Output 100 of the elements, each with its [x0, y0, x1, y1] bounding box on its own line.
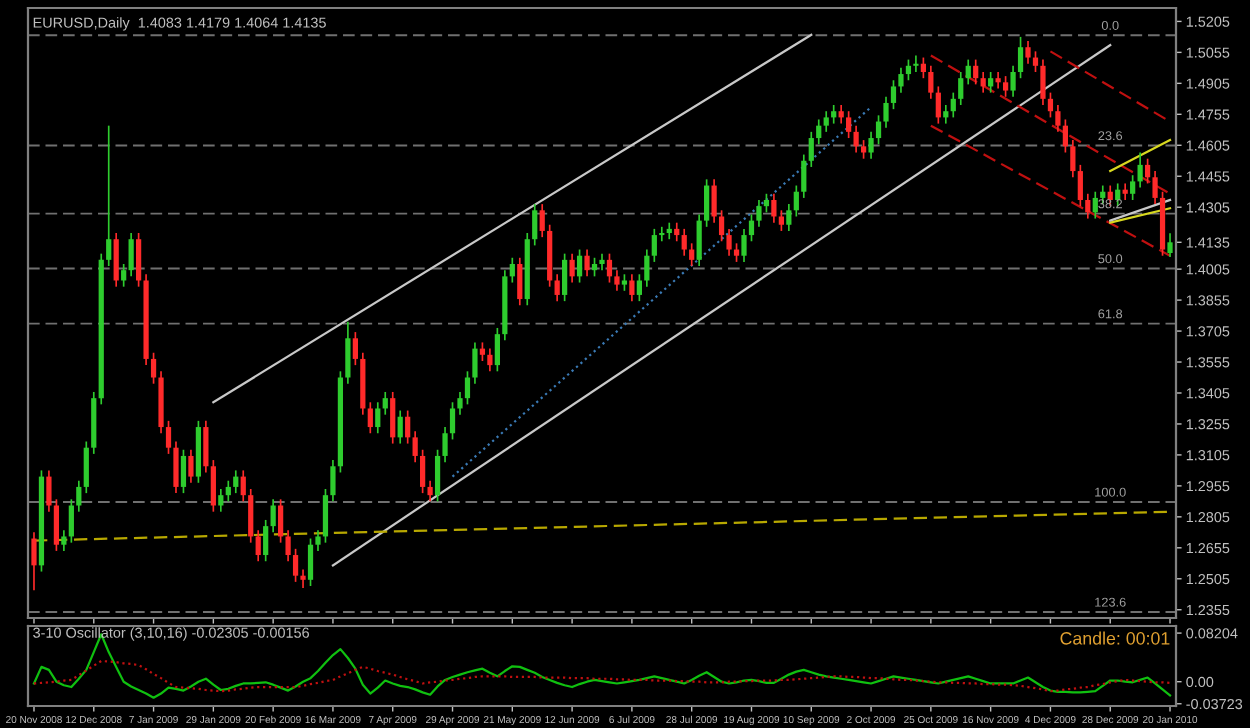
candlestick	[218, 488, 224, 513]
candlestick	[853, 124, 859, 154]
candlestick	[68, 498, 74, 544]
annotation: Candle: 00:01	[1060, 631, 1170, 645]
candlestick	[823, 110, 829, 133]
candlestick	[375, 401, 381, 435]
candlestick	[1032, 50, 1039, 73]
candlestick	[188, 448, 194, 484]
candlestick	[980, 71, 986, 94]
candlestick	[808, 131, 814, 168]
candlestick	[890, 79, 897, 110]
candlestick	[322, 488, 329, 544]
candlestick	[756, 199, 762, 228]
candlestick	[1002, 75, 1009, 98]
candlestick	[106, 124, 112, 267]
candlestick	[554, 273, 560, 302]
candlestick	[1010, 64, 1016, 98]
candlestick	[973, 58, 979, 86]
candlestick	[472, 341, 478, 385]
candlestick	[868, 131, 874, 160]
candlestick	[382, 391, 388, 416]
candlestick	[1077, 164, 1083, 208]
candlestick	[517, 256, 523, 307]
candlestick	[704, 178, 710, 228]
candlestick	[898, 67, 904, 94]
candlestick	[449, 401, 456, 441]
candlestick	[988, 71, 994, 94]
candlestick	[718, 209, 725, 243]
candlestick	[1062, 118, 1068, 154]
candlestick	[487, 347, 493, 373]
candlestick	[113, 232, 119, 288]
candlestick	[816, 118, 822, 146]
candlestick	[412, 430, 418, 463]
candlestick	[509, 256, 515, 284]
candlestick	[1092, 190, 1098, 220]
candlestick	[1040, 58, 1046, 106]
candlestick	[128, 232, 134, 278]
candlestick	[928, 64, 934, 100]
candlestick	[479, 341, 486, 362]
candlestick	[763, 192, 770, 214]
candlestick	[689, 242, 695, 267]
candlestick	[263, 519, 269, 563]
candlestick	[494, 327, 500, 373]
candlestick	[674, 221, 680, 243]
candlestick	[539, 203, 545, 238]
candlestick	[532, 203, 538, 247]
candlestick	[562, 252, 568, 302]
candlestick	[950, 91, 956, 119]
candlestick	[846, 110, 852, 139]
candlestick	[629, 273, 635, 302]
candlestick	[569, 252, 575, 284]
candlestick	[1152, 170, 1158, 205]
candlestick	[233, 469, 239, 494]
candlestick	[307, 537, 314, 587]
candlestick	[771, 192, 777, 224]
candlestick	[1055, 104, 1061, 133]
candlestick	[875, 114, 882, 146]
candlestick	[614, 269, 620, 292]
candlestick	[210, 459, 216, 513]
candlestick	[838, 104, 844, 125]
candlestick	[726, 228, 732, 257]
candlestick	[1167, 232, 1173, 258]
candlestick	[83, 440, 89, 494]
candlestick	[905, 58, 912, 82]
candlestick	[778, 209, 784, 232]
candlestick	[180, 448, 187, 494]
candlestick	[31, 531, 37, 591]
candlestick	[46, 469, 52, 513]
candlestick	[860, 139, 867, 160]
candlestick	[53, 498, 60, 552]
candlestick	[1085, 192, 1091, 220]
candlestick	[943, 104, 949, 125]
candlestick	[442, 426, 448, 463]
candlestick	[367, 401, 373, 435]
candlestick	[659, 225, 665, 243]
candlestick	[390, 391, 396, 445]
candlestick	[995, 71, 1001, 90]
candlestick	[883, 95, 889, 129]
candlestick	[711, 178, 717, 224]
candlestick	[420, 448, 426, 494]
candlestick	[606, 252, 613, 284]
candlestick	[696, 213, 702, 267]
candlestick	[913, 54, 919, 73]
candlestick	[248, 488, 254, 544]
candlestick	[464, 370, 471, 406]
candlestick	[584, 248, 590, 278]
candlestick	[121, 263, 127, 288]
candlestick	[786, 203, 792, 232]
candlestick	[965, 58, 971, 86]
candlestick	[240, 469, 246, 503]
candlestick	[748, 213, 755, 243]
candlestick	[434, 448, 441, 503]
candlestick	[681, 228, 687, 257]
candlestick	[225, 479, 231, 503]
candlestick	[1130, 174, 1136, 201]
line-series	[32, 659, 1172, 693]
candlestick	[1025, 40, 1031, 65]
candlestick	[330, 459, 336, 503]
candlestick	[741, 228, 747, 263]
candlestick	[203, 420, 209, 474]
